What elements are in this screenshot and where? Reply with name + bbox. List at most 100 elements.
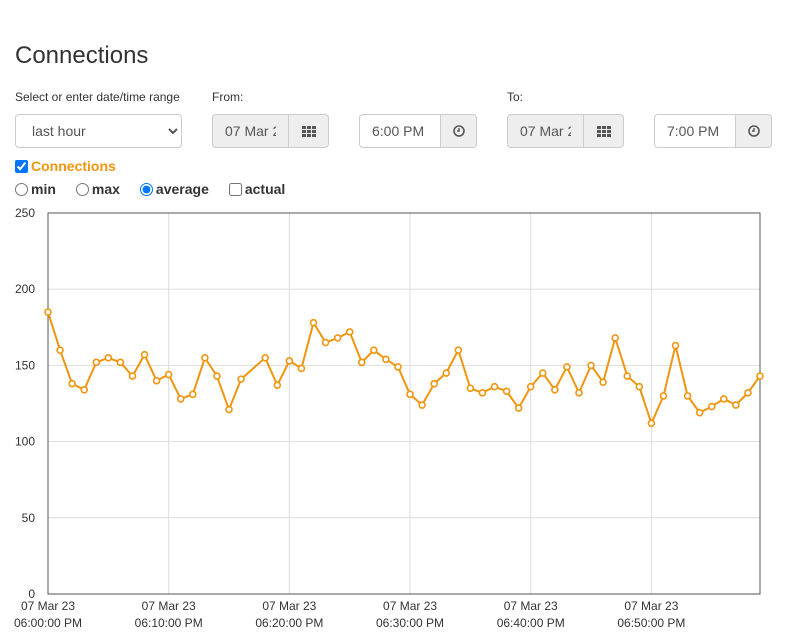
- to-time-input[interactable]: [654, 114, 735, 148]
- to-date-input[interactable]: [507, 114, 583, 148]
- data-point[interactable]: [140, 350, 149, 359]
- data-point[interactable]: [611, 334, 619, 342]
- mode-average-option[interactable]: average: [139, 181, 209, 197]
- x-tick-time: 06:20:00 PM: [255, 616, 323, 630]
- data-point[interactable]: [333, 334, 342, 342]
- data-point[interactable]: [635, 382, 644, 391]
- data-point[interactable]: [587, 361, 595, 370]
- mode-actual-option[interactable]: actual: [228, 181, 286, 197]
- connections-checkbox[interactable]: [15, 159, 28, 173]
- data-point[interactable]: [345, 328, 354, 336]
- x-tick-time: 06:50:00 PM: [617, 616, 685, 630]
- from-time-group: [359, 114, 477, 148]
- data-point[interactable]: [707, 402, 716, 411]
- data-point[interactable]: [213, 372, 221, 380]
- data-point[interactable]: [92, 358, 101, 367]
- data-point[interactable]: [56, 346, 64, 354]
- mode-average-label: average: [155, 181, 209, 197]
- data-point[interactable]: [394, 363, 402, 371]
- data-point[interactable]: [490, 382, 499, 391]
- data-point[interactable]: [237, 375, 245, 383]
- data-point[interactable]: [683, 392, 692, 400]
- data-point[interactable]: [406, 390, 414, 399]
- data-point[interactable]: [526, 382, 535, 391]
- data-point[interactable]: [176, 395, 185, 403]
- date-range-select[interactable]: last hour: [15, 114, 182, 148]
- data-point[interactable]: [104, 353, 113, 362]
- data-point[interactable]: [442, 369, 451, 377]
- data-point[interactable]: [695, 408, 704, 417]
- mode-min-option[interactable]: min: [15, 181, 56, 197]
- data-point[interactable]: [44, 308, 52, 316]
- data-point[interactable]: [164, 370, 173, 379]
- data-point[interactable]: [502, 387, 511, 396]
- data-point[interactable]: [744, 389, 752, 397]
- data-point[interactable]: [430, 379, 438, 388]
- y-tick-label: 150: [15, 358, 35, 372]
- series-toggle-row: Connections: [15, 158, 136, 174]
- data-point[interactable]: [382, 355, 390, 364]
- x-tick-date: 07 Mar 23: [21, 599, 75, 613]
- data-point[interactable]: [261, 353, 270, 362]
- data-point[interactable]: [756, 372, 764, 380]
- data-point[interactable]: [575, 389, 583, 397]
- mode-average-radio[interactable]: [139, 182, 153, 196]
- from-time-picker-button[interactable]: [440, 114, 477, 148]
- y-axis-ticks: 0 50 100 150 200 250: [15, 206, 35, 601]
- data-point[interactable]: [514, 404, 523, 412]
- data-point[interactable]: [357, 358, 366, 367]
- mode-actual-label: actual: [244, 181, 286, 197]
- data-point[interactable]: [152, 376, 161, 385]
- mode-max-label: max: [91, 181, 120, 197]
- data-point[interactable]: [599, 378, 607, 386]
- data-point[interactable]: [538, 369, 547, 377]
- to-date-group: [507, 114, 624, 148]
- data-point[interactable]: [80, 385, 89, 394]
- data-point[interactable]: [647, 419, 656, 428]
- mode-min-radio[interactable]: [15, 182, 28, 196]
- data-point[interactable]: [201, 353, 209, 362]
- data-point[interactable]: [273, 381, 282, 390]
- data-point[interactable]: [732, 401, 740, 409]
- mode-min-label: min: [31, 181, 56, 197]
- connections-series-label: Connections: [31, 158, 116, 174]
- data-point[interactable]: [551, 385, 559, 394]
- chart-series: [44, 308, 764, 428]
- from-date-input[interactable]: [212, 114, 288, 148]
- data-point[interactable]: [563, 363, 571, 371]
- from-label: From:: [212, 90, 244, 104]
- to-date-picker-button[interactable]: [583, 114, 624, 148]
- mode-actual-checkbox[interactable]: [228, 182, 242, 196]
- x-tick-date: 07 Mar 23: [624, 599, 678, 613]
- data-point[interactable]: [454, 346, 463, 354]
- x-tick-date: 07 Mar 23: [142, 599, 196, 613]
- data-point[interactable]: [297, 364, 306, 373]
- data-point[interactable]: [623, 372, 632, 380]
- data-point[interactable]: [370, 346, 378, 354]
- data-point[interactable]: [719, 395, 728, 403]
- y-tick-label: 100: [15, 435, 35, 449]
- data-point[interactable]: [466, 384, 475, 393]
- mode-max-radio[interactable]: [75, 182, 89, 196]
- series-line: [47, 311, 761, 427]
- data-point[interactable]: [309, 318, 318, 327]
- connections-series-toggle[interactable]: Connections: [15, 158, 116, 174]
- from-time-input[interactable]: [359, 114, 440, 148]
- data-point[interactable]: [478, 389, 487, 397]
- data-point[interactable]: [128, 372, 137, 380]
- data-point[interactable]: [225, 405, 233, 414]
- to-time-group: [654, 114, 772, 148]
- data-point[interactable]: [671, 341, 680, 350]
- data-point[interactable]: [68, 379, 76, 388]
- to-time-picker-button[interactable]: [735, 114, 772, 148]
- calendar-grid-icon: [596, 125, 611, 137]
- data-point[interactable]: [418, 401, 426, 409]
- data-point[interactable]: [321, 338, 330, 347]
- x-tick-time: 06:30:00 PM: [376, 616, 444, 630]
- data-point[interactable]: [285, 357, 294, 365]
- data-point[interactable]: [116, 358, 125, 367]
- mode-max-option[interactable]: max: [75, 181, 120, 197]
- from-date-picker-button[interactable]: [288, 114, 329, 148]
- data-point[interactable]: [189, 390, 197, 399]
- data-point[interactable]: [659, 392, 668, 400]
